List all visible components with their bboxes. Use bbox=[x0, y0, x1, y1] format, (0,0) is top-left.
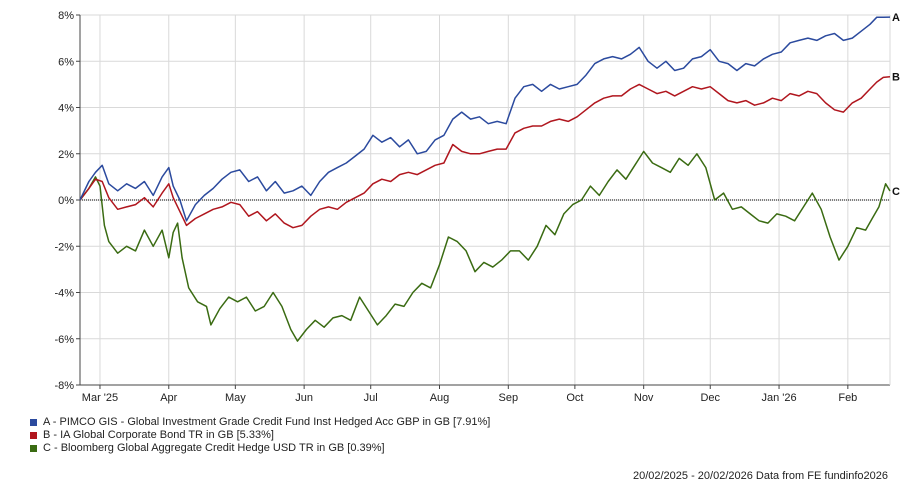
x-tick-label: Apr bbox=[160, 392, 177, 404]
x-axis: Mar '25 Apr May Jun Jul Aug Sep Oct Nov Dec Jan '2… bbox=[82, 385, 857, 404]
series-end-label-a: A bbox=[892, 12, 900, 24]
series-end-label-c: C bbox=[892, 186, 900, 198]
y-tick-label: -8% bbox=[54, 380, 74, 392]
legend-label-c: C - Bloomberg Global Aggregate Credit He… bbox=[43, 442, 385, 454]
x-tick-label: Dec bbox=[700, 392, 720, 404]
series-end-labels: A B C bbox=[892, 12, 900, 198]
y-tick-label: -6% bbox=[54, 334, 74, 346]
y-tick-label: 6% bbox=[58, 56, 74, 68]
y-tick-label: 8% bbox=[58, 10, 74, 22]
series-line-a bbox=[79, 16, 891, 222]
legend-label-a: A - PIMCO GIS - Global Investment Grade … bbox=[43, 416, 491, 428]
series-end-label-b: B bbox=[892, 72, 900, 84]
x-tick-label: Aug bbox=[430, 392, 450, 404]
y-tick-label: 0% bbox=[58, 195, 74, 207]
legend-item-c: C - Bloomberg Global Aggregate Credit He… bbox=[30, 442, 490, 455]
x-tick-label: Jul bbox=[364, 392, 378, 404]
x-tick-label: Mar '25 bbox=[82, 392, 118, 404]
y-tick-label: -4% bbox=[54, 288, 74, 300]
legend: A - PIMCO GIS - Global Investment Grade … bbox=[30, 416, 490, 455]
y-tick-label: 4% bbox=[58, 103, 74, 115]
x-tick-label: Nov bbox=[634, 392, 654, 404]
legend-label-b: B - IA Global Corporate Bond TR in GB [5… bbox=[43, 429, 274, 441]
legend-item-a: A - PIMCO GIS - Global Investment Grade … bbox=[30, 416, 490, 429]
performance-chart: 8% 6% 4% 2% 0% -2% -4% -6% -8% Mar '25 Apr May Jun J… bbox=[54, 10, 900, 404]
footer: 20/02/2025 - 20/02/2026 Data from FE fun… bbox=[633, 470, 888, 482]
legend-swatch-b bbox=[30, 432, 37, 439]
y-axis: 8% 6% 4% 2% 0% -2% -4% -6% -8% bbox=[54, 10, 80, 392]
x-tick-label: May bbox=[225, 392, 246, 404]
legend-swatch-a bbox=[30, 419, 37, 426]
footer-source: Data from FE fundinfo2026 bbox=[755, 470, 888, 482]
series-line-b bbox=[79, 75, 891, 229]
series-lines bbox=[79, 16, 891, 342]
x-tick-label: Jan '26 bbox=[761, 392, 796, 404]
legend-swatch-c bbox=[30, 445, 37, 452]
legend-item-b: B - IA Global Corporate Bond TR in GB [5… bbox=[30, 429, 490, 442]
series-line-c bbox=[79, 150, 891, 342]
x-tick-label: Feb bbox=[838, 392, 857, 404]
x-tick-label: Sep bbox=[499, 392, 519, 404]
x-tick-label: Oct bbox=[566, 392, 583, 404]
y-tick-label: -2% bbox=[54, 241, 74, 253]
y-tick-label: 2% bbox=[58, 149, 74, 161]
footer-date-range: 20/02/2025 - 20/02/2026 bbox=[632, 470, 753, 482]
x-tick-label: Jun bbox=[295, 392, 313, 404]
